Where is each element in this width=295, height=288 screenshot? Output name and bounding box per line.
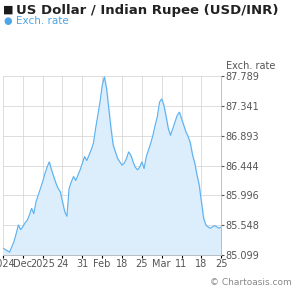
Text: US Dollar / Indian Rupee (USD/INR): US Dollar / Indian Rupee (USD/INR) [16, 4, 279, 17]
Text: Exch. rate: Exch. rate [16, 16, 69, 26]
Text: ■: ■ [3, 4, 14, 14]
Text: Exch. rate: Exch. rate [226, 60, 275, 71]
Text: © Chartoasis.com: © Chartoasis.com [210, 278, 292, 287]
Text: ●: ● [3, 16, 12, 26]
